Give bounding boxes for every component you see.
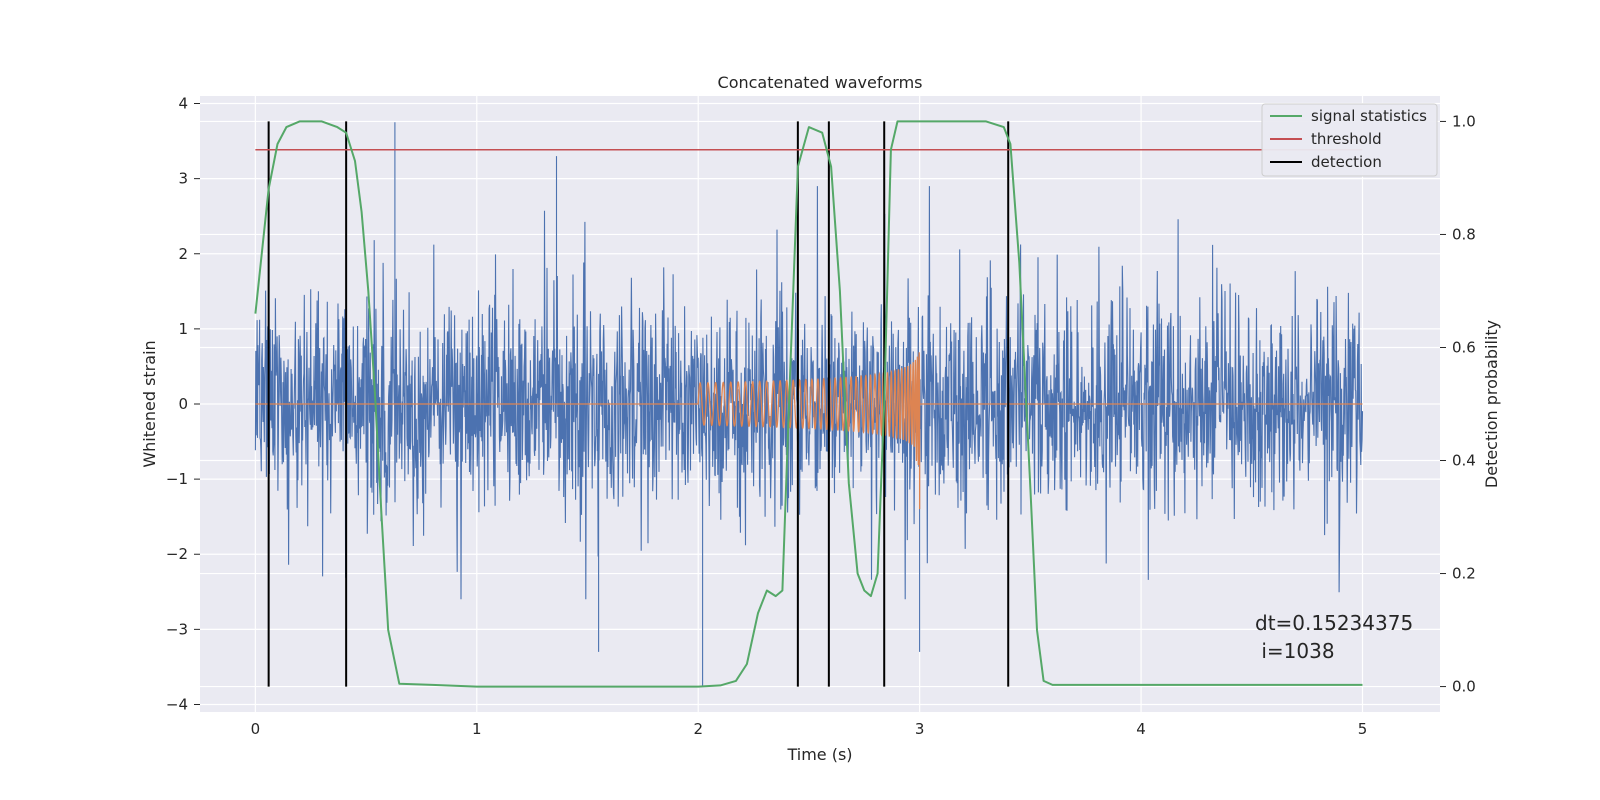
annotation-i: i=1038 bbox=[1255, 639, 1335, 663]
y-tick-label-right: 1.0 bbox=[1452, 112, 1476, 130]
x-tick-label: 4 bbox=[1136, 720, 1146, 738]
x-tick-label: 2 bbox=[693, 720, 703, 738]
y-tick-label-left: −3 bbox=[166, 620, 188, 638]
signal-statistics-line bbox=[254, 120, 1363, 688]
legend-label-threshold: threshold bbox=[1311, 130, 1382, 148]
y-tick-label-left: 3 bbox=[178, 170, 188, 188]
y-tick-label-left: 1 bbox=[178, 320, 188, 338]
x-tick-label: 1 bbox=[472, 720, 482, 738]
x-tick-label: 3 bbox=[915, 720, 925, 738]
y-tick-label-left: −4 bbox=[166, 695, 188, 713]
y-axis-label-right: Detection probability bbox=[1482, 320, 1501, 488]
chirp-line bbox=[255, 352, 1363, 510]
legend-box bbox=[1261, 103, 1438, 177]
chirp-series bbox=[255, 352, 1363, 510]
y-tick-label-left: 2 bbox=[178, 245, 188, 263]
legend-label-detection: detection bbox=[1311, 153, 1382, 171]
y-tick-label-left: 0 bbox=[178, 395, 188, 413]
x-tick-label: 5 bbox=[1358, 720, 1368, 738]
annotation-dt: dt=0.15234375 bbox=[1255, 611, 1413, 635]
legend: signal statistics threshold detection bbox=[1261, 103, 1438, 177]
y-tick-label-left: −2 bbox=[166, 545, 188, 563]
y-tick-label-left: 4 bbox=[178, 95, 188, 113]
x-tick-label: 0 bbox=[251, 720, 261, 738]
y-tick-label-right: 0.8 bbox=[1452, 225, 1476, 243]
y-tick-label-right: 0.0 bbox=[1452, 678, 1476, 696]
chart-title: Concatenated waveforms bbox=[718, 73, 923, 92]
strain-noise-line bbox=[254, 122, 1364, 686]
y-tick-label-right: 0.6 bbox=[1452, 338, 1476, 356]
tick-labels: 0 1 2 3 4 5 −4 −3 −2 −1 0 1 2 3 4 0.0 0.2 0.4 0.6 0.8 1.0 bbox=[166, 95, 1476, 738]
y-tick-label-right: 0.4 bbox=[1452, 452, 1476, 470]
x-axis-label: Time (s) bbox=[786, 745, 852, 764]
y-tick-label-right: 0.2 bbox=[1452, 565, 1476, 583]
strain-series bbox=[254, 122, 1364, 686]
y-axis-label-left: Whitened strain bbox=[140, 340, 159, 467]
y-tick-label-left: −1 bbox=[166, 470, 188, 488]
probability-series bbox=[254, 120, 1363, 688]
legend-label-signal-statistics: signal statistics bbox=[1311, 107, 1427, 125]
